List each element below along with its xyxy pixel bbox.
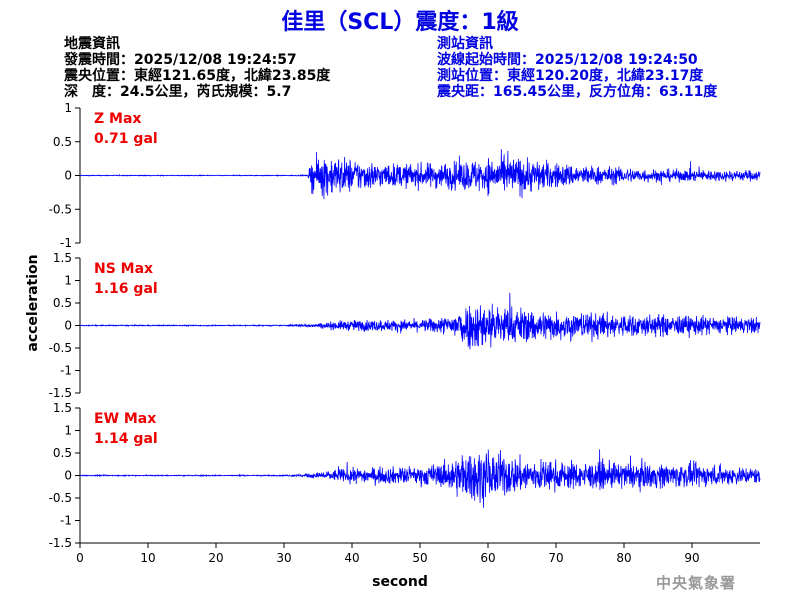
x-tick-label: 80 [616,551,631,565]
y-tick-label-Z: 0 [64,169,72,183]
y-tick-label-EW: -1.5 [49,536,72,550]
x-tick-label: 60 [480,551,495,565]
trace-EW [79,449,761,508]
station-info-heading: 測站資訊 [437,36,493,52]
x-tick-label: 0 [76,551,84,565]
page-title: 佳里（SCL）震度：1級 [281,10,519,35]
wave-start-time: 波線起始時間：2025/12/08 19:24:50 [437,52,698,68]
trace-Z [79,149,761,200]
epicenter: 震央位置：東經121.65度，北緯23.85度 [64,68,331,84]
y-tick-label-NS: 0.5 [53,296,72,310]
y-tick-label-EW: 1 [64,424,72,438]
y-tick-label-Z: 0.5 [53,135,72,149]
y-tick-label-EW: 0.5 [53,446,72,460]
max-label-Z: Z Max [94,111,141,127]
depth-magnitude: 深 度：24.5公里，芮氏規模：5.7 [64,84,292,100]
max-value-EW: 1.14 gal [94,431,158,447]
x-tick-label: 70 [548,551,563,565]
max-value-NS: 1.16 gal [94,281,158,297]
y-tick-label-EW: -0.5 [49,491,72,505]
x-tick-label: 40 [344,551,359,565]
y-tick-label-NS: -0.5 [49,341,72,355]
y-tick-label-Z: -1 [60,236,72,250]
y-tick-label-NS: 1.5 [53,251,72,265]
y-tick-label-EW: 1.5 [53,401,72,415]
x-tick-label: 30 [276,551,291,565]
y-tick-label-NS: -1 [60,364,72,378]
max-label-EW: EW Max [94,411,156,427]
y-tick-label-EW: 0 [64,469,72,483]
max-label-NS: NS Max [94,261,153,277]
agency-watermark: 中央氣象署 [656,574,737,592]
earthquake-info-heading: 地震資訊 [64,36,120,52]
station-location: 測站位置：東經120.20度，北緯23.17度 [437,68,704,84]
x-tick-label: 10 [140,551,155,565]
distance-azimuth: 震央距：165.45公里，反方位角：63.11度 [437,84,718,100]
x-axis-title: second [372,574,428,590]
y-axis-title: acceleration [25,254,41,351]
y-tick-label-Z: -0.5 [49,202,72,216]
y-tick-label-NS: 0 [64,319,72,333]
x-tick-label: 20 [208,551,223,565]
y-tick-label-NS: -1.5 [49,386,72,400]
y-tick-label-EW: -1 [60,514,72,528]
x-tick-label: 50 [412,551,427,565]
y-tick-label-Z: 1 [64,101,72,115]
y-tick-label-NS: 1 [64,274,72,288]
earthquake-info: 地震資訊 發震時間：2025/12/08 19:24:57 震央位置：東經121… [64,36,330,100]
trace-NS [79,292,761,350]
origin-time: 發震時間：2025/12/08 19:24:57 [64,52,297,68]
station-info: 測站資訊 波線起始時間：2025/12/08 19:24:50 測站位置：東經1… [437,36,717,100]
x-tick-label: 90 [684,551,699,565]
max-value-Z: 0.71 gal [94,131,158,147]
